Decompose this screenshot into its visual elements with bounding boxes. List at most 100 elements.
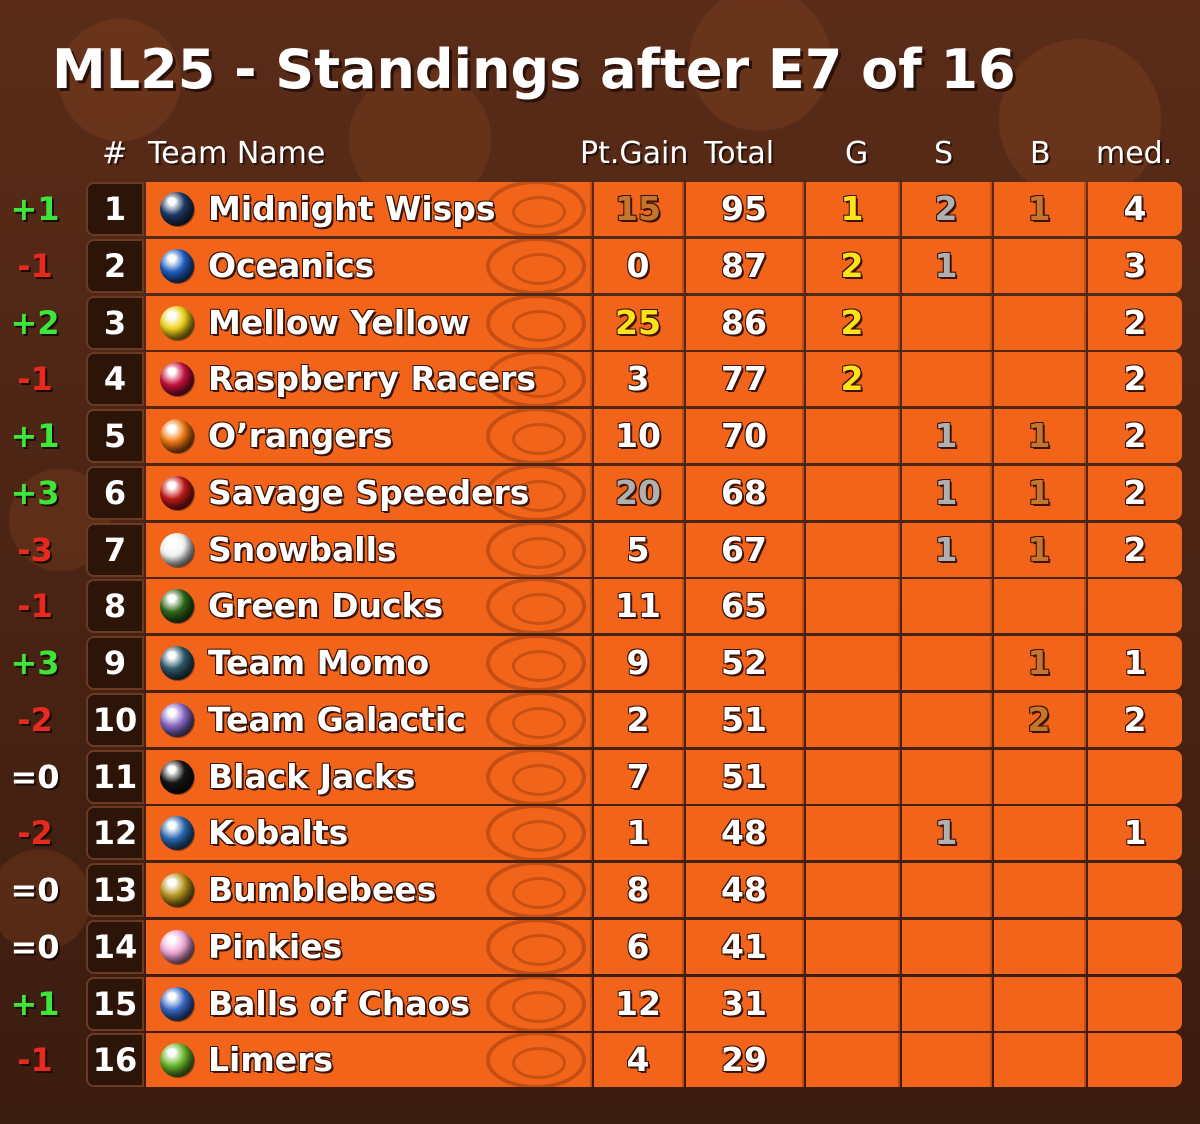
table-row: +3 9 Team Momo 9 52 1 1 <box>0 635 1200 691</box>
bronze-count <box>994 1033 1086 1087</box>
gold-count <box>806 579 900 633</box>
header-silver: S <box>934 136 954 171</box>
bronze-count: 1 <box>994 523 1086 577</box>
team-cell: Balls of Chaos <box>146 977 592 1031</box>
bronze-count <box>994 296 1086 350</box>
team-name: Raspberry Racers <box>208 359 537 398</box>
team-logo-watermark <box>486 1033 586 1087</box>
bronze-count <box>994 863 1086 917</box>
gold-count <box>806 1033 900 1087</box>
team-cell: Green Ducks <box>146 579 592 633</box>
rank-change: =0 <box>10 758 60 796</box>
medal-total: 2 <box>1088 693 1182 747</box>
points-gain: 4 <box>594 1033 684 1087</box>
points-gain: 25 <box>594 296 684 350</box>
team-name: Limers <box>208 1040 334 1079</box>
rank-change: -1 <box>17 1041 53 1079</box>
points-total: 70 <box>686 409 804 463</box>
team-cell: Team Galactic <box>146 693 592 747</box>
team-cell: Oceanics <box>146 239 592 293</box>
team-cell: Bumblebees <box>146 863 592 917</box>
team-name: Savage Speeders <box>208 473 530 512</box>
team-logo-watermark <box>486 296 586 350</box>
header-bronze: B <box>1030 136 1051 171</box>
rank-change: =0 <box>10 871 60 909</box>
points-total: 65 <box>686 579 804 633</box>
team-name: Team Momo <box>208 643 430 682</box>
team-name: Bumblebees <box>208 870 437 909</box>
points-gain: 20 <box>594 466 684 520</box>
medal-total <box>1088 1033 1182 1087</box>
points-total: 51 <box>686 693 804 747</box>
gold-count <box>806 806 900 860</box>
rank-number: 4 <box>86 352 144 406</box>
points-total: 41 <box>686 920 804 974</box>
marble-icon <box>160 476 194 510</box>
team-name: Green Ducks <box>208 586 444 625</box>
bronze-count <box>994 806 1086 860</box>
points-total: 51 <box>686 750 804 804</box>
points-total: 52 <box>686 636 804 690</box>
points-total: 31 <box>686 977 804 1031</box>
marble-icon <box>160 646 194 680</box>
silver-count <box>902 296 992 350</box>
team-cell: Midnight Wisps <box>146 182 592 236</box>
points-gain: 1 <box>594 806 684 860</box>
gold-count <box>806 863 900 917</box>
team-logo-watermark <box>486 750 586 804</box>
team-logo-watermark <box>486 466 586 520</box>
gold-count <box>806 636 900 690</box>
rank-number: 7 <box>86 523 144 577</box>
medal-total: 1 <box>1088 806 1182 860</box>
points-total: 86 <box>686 296 804 350</box>
header-medals: med. <box>1096 136 1173 171</box>
medal-total <box>1088 863 1182 917</box>
rank-change: +1 <box>10 190 60 228</box>
medal-total: 2 <box>1088 296 1182 350</box>
gold-count <box>806 920 900 974</box>
table-row: -2 10 Team Galactic 2 51 2 2 <box>0 692 1200 748</box>
team-name: Mellow Yellow <box>208 303 470 342</box>
table-row: +1 5 O’rangers 10 70 1 1 2 <box>0 408 1200 464</box>
rank-number: 16 <box>86 1033 144 1087</box>
rank-number: 5 <box>86 409 144 463</box>
rank-change: +3 <box>10 474 60 512</box>
team-cell: Pinkies <box>146 920 592 974</box>
header-total: Total <box>704 136 775 171</box>
rank-number: 8 <box>86 579 144 633</box>
points-gain: 2 <box>594 693 684 747</box>
team-logo-watermark <box>486 182 586 236</box>
points-total: 48 <box>686 863 804 917</box>
points-total: 29 <box>686 1033 804 1087</box>
bronze-count: 1 <box>994 409 1086 463</box>
team-name: Black Jacks <box>208 757 416 796</box>
team-cell: Limers <box>146 1033 592 1087</box>
team-name: Balls of Chaos <box>208 984 470 1023</box>
rank-change: +1 <box>10 985 60 1023</box>
medal-total: 2 <box>1088 409 1182 463</box>
medal-total: 2 <box>1088 523 1182 577</box>
gold-count: 2 <box>806 239 900 293</box>
rank-number: 12 <box>86 806 144 860</box>
marble-icon <box>160 1043 194 1077</box>
team-logo-watermark <box>486 693 586 747</box>
table-row: -1 16 Limers 4 29 <box>0 1032 1200 1088</box>
medal-total: 3 <box>1088 239 1182 293</box>
rank-change: -3 <box>17 531 53 569</box>
bronze-count: 1 <box>994 636 1086 690</box>
silver-count <box>902 636 992 690</box>
marble-icon <box>160 192 194 226</box>
team-name: Kobalts <box>208 813 349 852</box>
team-logo-watermark <box>486 579 586 633</box>
gold-count <box>806 977 900 1031</box>
gold-count: 2 <box>806 352 900 406</box>
points-total: 77 <box>686 352 804 406</box>
bronze-count <box>994 352 1086 406</box>
marble-icon <box>160 419 194 453</box>
silver-count <box>902 693 992 747</box>
team-name: Midnight Wisps <box>208 189 496 228</box>
marble-icon <box>160 306 194 340</box>
rank-change: -2 <box>17 814 53 852</box>
points-total: 87 <box>686 239 804 293</box>
rank-number: 10 <box>86 693 144 747</box>
